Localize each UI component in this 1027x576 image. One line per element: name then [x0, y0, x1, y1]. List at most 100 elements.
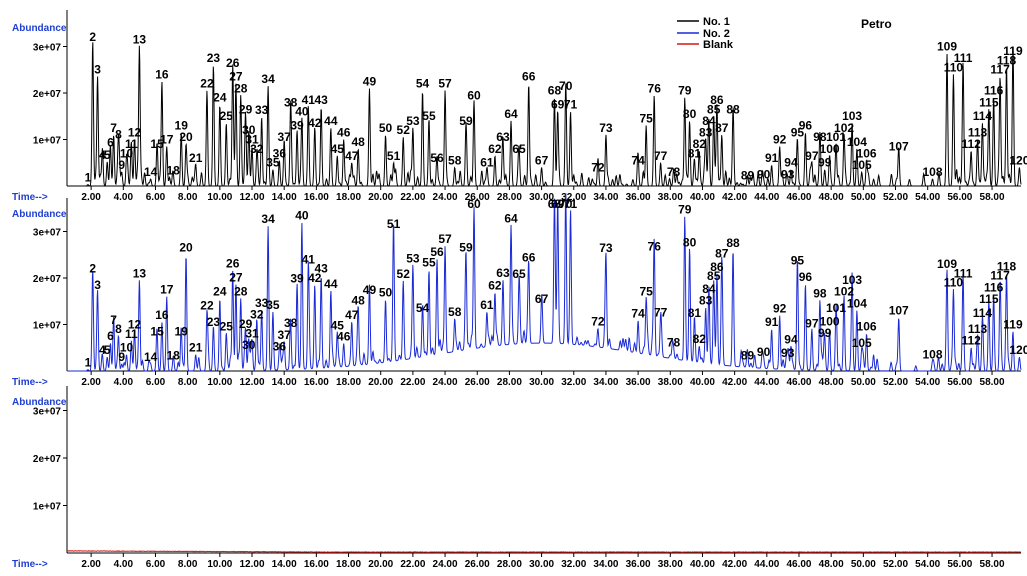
peak-label: 115	[979, 292, 999, 306]
peak-label: 112	[961, 137, 981, 151]
peak-label: 98	[813, 130, 827, 144]
peak-label: 16	[155, 67, 169, 81]
x-tick-label: 12.00	[239, 559, 264, 570]
peak-label: 66	[522, 250, 536, 264]
peak-label: 17	[160, 132, 174, 146]
peak-label: 113	[968, 126, 988, 140]
peak-label: 87	[715, 246, 729, 260]
peak-label: 37	[278, 328, 292, 342]
peak-label: 42	[308, 271, 322, 285]
x-tick-label: 28.00	[497, 192, 522, 203]
peak-label: 106	[857, 320, 877, 334]
peak-label: 53	[406, 114, 420, 128]
x-tick-label: 2.00	[81, 192, 101, 203]
peak-label: 16	[155, 308, 169, 322]
peak-label: 48	[352, 135, 366, 149]
x-tick-label: 34.00	[593, 559, 618, 570]
peak-label: 61	[480, 298, 494, 312]
peak-label: 28	[234, 81, 248, 95]
peak-label: 56	[430, 245, 444, 259]
peak-label: 24	[213, 91, 227, 105]
peak-label: 100	[820, 142, 840, 156]
x-tick-label: 40.00	[690, 377, 715, 388]
peak-label: 106	[857, 146, 877, 160]
peak-label: 10	[120, 341, 134, 355]
peak-label: 66	[522, 70, 536, 84]
peak-label: 4	[99, 343, 106, 357]
peak-label: 84	[702, 114, 716, 128]
x-tick-label: 54.00	[915, 377, 940, 388]
peak-label: 97	[805, 317, 819, 331]
peak-label: 92	[773, 132, 787, 146]
peak-label: 46	[337, 329, 351, 343]
peak-label: 108	[923, 165, 943, 179]
peak-label: 3	[94, 278, 101, 292]
x-tick-label: 54.00	[915, 192, 940, 203]
peak-label: 71	[564, 98, 578, 112]
x-tick-label: 48.00	[819, 377, 844, 388]
y-axis-label: Abundance	[12, 23, 67, 34]
x-tick-label: 46.00	[786, 377, 811, 388]
peak-label: 52	[397, 267, 411, 281]
peak-label: 69	[551, 98, 565, 112]
peak-label: 116	[984, 84, 1004, 98]
y-axis-label: Abundance	[12, 209, 67, 220]
x-tick-label: 36.00	[626, 377, 651, 388]
chart-title: Petro	[861, 17, 892, 31]
x-tick-label: 26.00	[465, 192, 490, 203]
peak-label: 68	[548, 84, 562, 98]
x-tick-label: 30.00	[529, 377, 554, 388]
peak-label: 7	[110, 121, 117, 135]
peak-label: 59	[459, 240, 473, 254]
x-axis-label: Time-->	[12, 559, 48, 570]
peak-label: 118	[997, 259, 1017, 273]
x-tick-label: 10.00	[207, 559, 232, 570]
peak-label: 64	[504, 212, 518, 226]
x-tick-label: 40.00	[690, 559, 715, 570]
peak-label: 11	[125, 137, 138, 151]
peak-label: 34	[261, 72, 275, 86]
x-tick-label: 14.00	[272, 559, 297, 570]
peak-label: 86	[710, 93, 724, 107]
peak-label: 33	[255, 296, 269, 310]
chart-panels: Abundance 1e+07 2e+07 3e+07 2.00 4.00 6.00 8.00…	[12, 10, 1027, 570]
peak-label: 3	[94, 63, 101, 77]
x-tick-label: 4.00	[114, 377, 134, 388]
peak-label: 96	[799, 270, 813, 284]
peak-label: 52	[397, 123, 411, 137]
x-tick-label: 36.00	[626, 559, 651, 570]
peak-label: 50	[379, 121, 393, 135]
x-tick-label: 24.00	[433, 559, 458, 570]
peak-label: 57	[438, 232, 452, 246]
peak-label: 11	[125, 327, 138, 341]
x-tick-label: 46.00	[786, 192, 811, 203]
peak-label: 99	[818, 326, 832, 340]
peak-label: 10	[120, 146, 134, 160]
x-tick-label: 4.00	[114, 559, 134, 570]
peak-label: 70	[559, 197, 573, 211]
peak-label: 29	[239, 102, 253, 116]
x-tick-label: 46.00	[786, 559, 811, 570]
panel-3: Abundance 1e+07 2e+07 3e+07 2.00 4.00 6.00 8.00…	[12, 386, 1022, 570]
panel-2: Abundance 1e+07 2e+07 3e+07 2.00 4.00 6.00 8.00…	[12, 193, 1027, 388]
peak-label: 118	[997, 53, 1017, 67]
legend-label-no2: No. 2	[703, 28, 730, 40]
x-tick-label: 16.00	[304, 559, 329, 570]
peak-label: 104	[847, 135, 867, 149]
x-tick-label: 42.00	[722, 192, 747, 203]
peak-label: 22	[200, 299, 214, 313]
peak-label: 74	[631, 307, 645, 321]
x-tick-label: 10.00	[207, 377, 232, 388]
peak-label: 47	[345, 149, 359, 163]
peak-label: 58	[448, 153, 462, 167]
peak-label: 112	[961, 334, 981, 348]
x-tick-label: 10.00	[207, 192, 232, 203]
x-tick-label: 12.00	[239, 377, 264, 388]
peak-label: 1	[85, 171, 92, 185]
x-tick-label: 18.00	[336, 559, 361, 570]
peak-label: 82	[693, 137, 707, 151]
x-tick-label: 42.00	[722, 377, 747, 388]
peak-label: 13	[133, 266, 147, 280]
peak-label: 6	[107, 136, 114, 150]
peak-label: 43	[315, 93, 329, 107]
